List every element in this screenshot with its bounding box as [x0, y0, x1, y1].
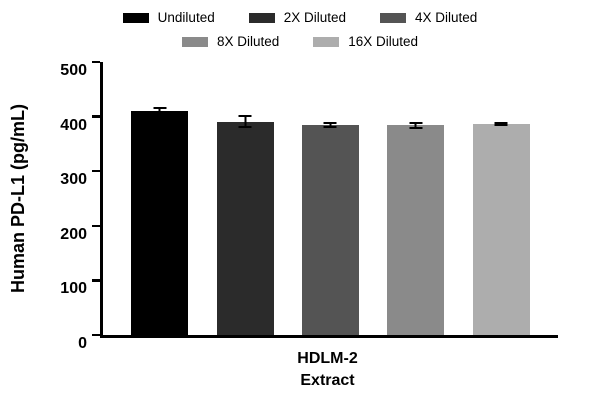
legend-row-1: Undiluted 2X Diluted 4X Diluted	[122, 10, 477, 25]
bar	[131, 111, 189, 335]
bar	[472, 124, 530, 335]
y-axis-tick-label: 300	[60, 171, 87, 189]
y-axis-tick-label: 100	[60, 280, 87, 298]
error-bar	[238, 114, 252, 129]
bar-group	[472, 62, 530, 335]
legend-label: 4X Diluted	[415, 10, 478, 25]
legend-swatch-icon	[181, 36, 208, 47]
error-bar-cap	[153, 113, 167, 116]
legend-row-2: 8X Diluted 16X Diluted	[181, 34, 418, 49]
legend-label: 16X Diluted	[348, 34, 419, 49]
plot-area: 0 100 200 300 400 500	[60, 60, 558, 352]
error-bar-stem	[244, 114, 247, 129]
error-bar	[153, 106, 167, 116]
legend-label: 8X Diluted	[216, 34, 280, 49]
error-bar-cap	[409, 126, 423, 129]
y-axis-tick	[92, 333, 100, 337]
y-axis-tick	[92, 224, 100, 228]
legend-item: 8X Diluted	[181, 34, 280, 49]
y-axis-title: Human PD-L1 (pg/mL)	[8, 104, 28, 293]
bar	[301, 124, 359, 335]
error-bar-cap	[323, 126, 337, 129]
legend-item: 4X Diluted	[380, 10, 477, 25]
bar-group	[387, 62, 445, 335]
legend-swatch-icon	[248, 12, 275, 23]
y-axis-tick	[92, 115, 100, 118]
bar-group	[301, 62, 359, 335]
error-bar-stem	[414, 122, 417, 129]
y-axis-tick	[92, 279, 100, 282]
legend-swatch-icon	[313, 36, 340, 47]
legend-swatch-icon	[380, 12, 407, 23]
legend-item: Undiluted	[122, 10, 215, 25]
y-axis-tick-label: 500	[60, 62, 87, 79]
error-bar-cap	[238, 126, 252, 129]
error-bar-stem	[500, 122, 503, 127]
error-bar	[494, 122, 508, 127]
legend-label: 2X Diluted	[283, 10, 347, 25]
error-bar	[323, 121, 337, 129]
x-axis-title: HDLM-2 Extract	[297, 350, 358, 389]
y-axis-tick	[92, 60, 100, 64]
error-bar-stem	[158, 106, 161, 116]
y-axis-tick	[92, 169, 100, 173]
legend-item: 2X Diluted	[248, 10, 347, 25]
legend-label: Undiluted	[157, 10, 215, 25]
y-axis-tick-label: 200	[60, 225, 87, 243]
y-axis-tick-label: 400	[60, 116, 87, 134]
legend-item: 16X Diluted	[313, 34, 418, 49]
bars-container	[103, 62, 558, 335]
error-bar	[409, 122, 423, 129]
bar-group	[131, 62, 189, 335]
chart-legend: Undiluted 2X Diluted 4X Diluted 8X Diluted 1…	[0, 10, 600, 49]
error-bar-cap	[494, 124, 508, 127]
error-bar-stem	[329, 121, 332, 129]
bar-group	[216, 62, 274, 335]
bar	[387, 125, 445, 335]
y-axis-tick-label: 0	[78, 335, 87, 352]
legend-swatch-icon	[122, 12, 149, 23]
bar	[216, 121, 274, 335]
